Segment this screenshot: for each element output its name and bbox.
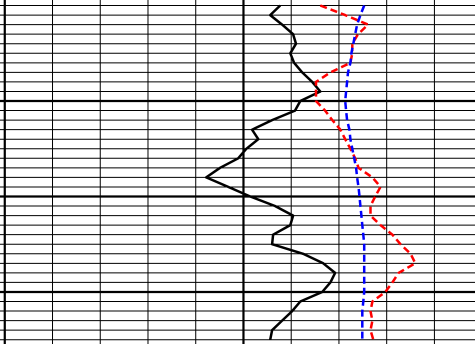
log-curve: [314, 4, 417, 341]
log-curve: [343, 5, 366, 340]
log-curve: [204, 4, 337, 340]
